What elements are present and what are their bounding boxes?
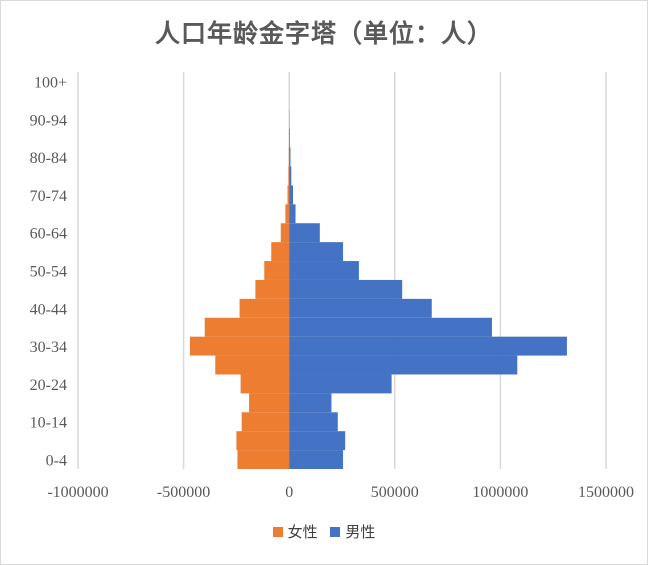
x-tick-label: 0 bbox=[285, 484, 293, 501]
y-tick-label: 60-64 bbox=[30, 226, 67, 243]
bar-male-85-89 bbox=[289, 128, 290, 148]
legend-swatch-male bbox=[330, 526, 341, 537]
bar-female-0-4 bbox=[237, 450, 290, 469]
bar-male-45-49 bbox=[289, 279, 403, 299]
x-tick-label: -1000000 bbox=[47, 484, 108, 501]
y-tick-label: 70-74 bbox=[30, 188, 67, 205]
bar-male-0-4 bbox=[289, 450, 344, 469]
bar-male-5-9 bbox=[289, 431, 346, 451]
bar-male-30-34 bbox=[289, 336, 567, 356]
bars bbox=[189, 109, 567, 469]
bar-male-35-39 bbox=[289, 317, 492, 337]
bar-female-60-64 bbox=[280, 223, 290, 243]
bar-female-5-9 bbox=[236, 431, 290, 451]
bar-male-75-79 bbox=[289, 166, 292, 186]
x-tick-label: 1000000 bbox=[472, 484, 528, 501]
bar-male-65-69 bbox=[289, 204, 296, 224]
bar-male-15-19 bbox=[289, 393, 332, 413]
x-tick-label: -500000 bbox=[157, 484, 210, 501]
bar-female-30-34 bbox=[189, 336, 290, 356]
bar-female-25-29 bbox=[215, 355, 290, 375]
bar-female-15-19 bbox=[249, 393, 290, 413]
bar-male-80-84 bbox=[289, 147, 291, 167]
y-tick-label: 50-54 bbox=[30, 264, 67, 281]
bar-male-50-54 bbox=[289, 261, 359, 280]
bar-female-10-14 bbox=[241, 412, 290, 432]
x-tick-label: 500000 bbox=[371, 484, 419, 501]
y-tick-label: 90-94 bbox=[30, 112, 67, 129]
x-tick-labels: -1000000 -500000 0 500000 1000000 1500000 bbox=[47, 484, 634, 501]
bar-female-70-74 bbox=[287, 185, 290, 205]
bar-female-65-69 bbox=[285, 204, 290, 224]
bar-male-60-64 bbox=[289, 223, 320, 243]
y-tick-label: 0-4 bbox=[46, 453, 67, 470]
legend-label-male: 男性 bbox=[345, 523, 376, 541]
bar-female-55-59 bbox=[271, 242, 290, 262]
y-tick-label: 100+ bbox=[34, 74, 67, 91]
y-tick-label: 40-44 bbox=[30, 301, 67, 318]
bar-female-40-44 bbox=[239, 298, 290, 318]
legend: 女性 男性 bbox=[0, 521, 648, 542]
bar-male-40-44 bbox=[289, 298, 432, 318]
y-tick-label: 30-34 bbox=[30, 339, 67, 356]
bar-male-70-74 bbox=[289, 185, 294, 205]
y-tick-label: 20-24 bbox=[30, 377, 67, 394]
bar-female-45-49 bbox=[255, 279, 290, 299]
y-tick-label: 10-14 bbox=[30, 415, 67, 432]
bar-female-50-54 bbox=[264, 261, 290, 280]
chart-title: 人口年龄金字塔（单位：人） bbox=[154, 19, 493, 48]
legend-item-female: 女性 bbox=[272, 521, 318, 542]
bar-female-35-39 bbox=[204, 317, 290, 337]
bar-male-20-24 bbox=[289, 374, 392, 394]
bar-male-25-29 bbox=[289, 355, 518, 375]
bar-female-20-24 bbox=[240, 374, 290, 394]
legend-label-female: 女性 bbox=[287, 523, 318, 541]
y-tick-labels: 0-4 10-14 20-24 30-34 40-44 50-54 60-64 70-74 80… bbox=[30, 74, 67, 469]
bar-male-10-14 bbox=[289, 412, 338, 432]
y-tick-label: 80-84 bbox=[30, 150, 67, 167]
bar-male-55-59 bbox=[289, 242, 344, 262]
bar-female-75-79 bbox=[288, 166, 290, 186]
legend-item-male: 男性 bbox=[330, 521, 375, 542]
x-tick-label: 1500000 bbox=[578, 484, 634, 501]
legend-swatch-female bbox=[272, 526, 283, 537]
